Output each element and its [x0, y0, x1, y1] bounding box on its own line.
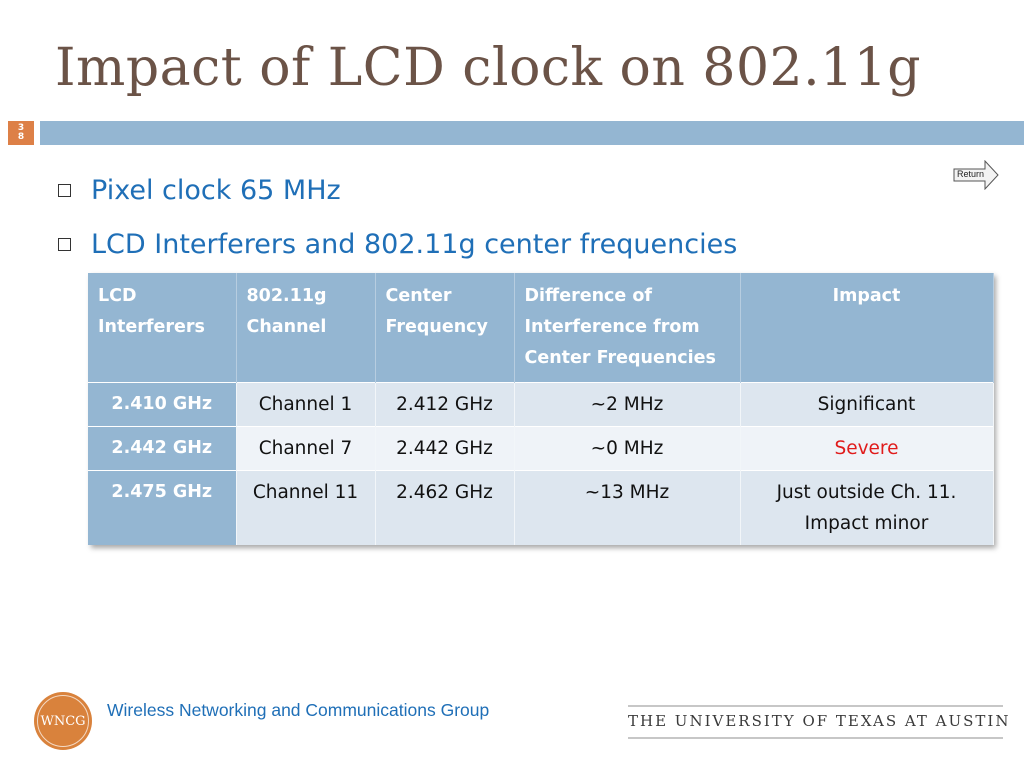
column-header: Impact: [740, 273, 994, 383]
row-header-cell: 2.475 GHz: [88, 470, 237, 545]
table-header-row: LCD Interferers 802.11g Channel Center F…: [88, 273, 994, 383]
return-button-label: Return: [957, 169, 985, 179]
slide-number-digit: 3: [17, 123, 25, 133]
footer-divider: [628, 737, 1003, 739]
slide-number: 3 8: [8, 121, 34, 145]
row-header-cell: 2.410 GHz: [88, 382, 237, 427]
university-name: THE UNIVERSITY OF TEXAS AT AUSTIN: [628, 712, 1011, 730]
interference-table: LCD Interferers 802.11g Channel Center F…: [88, 273, 994, 545]
bullet-text: Pixel clock 65 MHz: [91, 174, 341, 206]
bullet-list: Pixel clock 65 MHz LCD Interferers and 8…: [58, 163, 737, 271]
slide-number-digit: 8: [17, 132, 25, 142]
table-cell: Channel 7: [236, 426, 376, 471]
square-bullet-icon: [58, 183, 71, 197]
row-header-cell: 2.442 GHz: [88, 426, 237, 471]
arrow-right-icon: [953, 160, 999, 190]
footer-group-name: Wireless Networking and Communications G…: [107, 700, 490, 720]
table-row: 2.410 GHz Channel 1 2.412 GHz ~2 MHz Sig…: [88, 382, 994, 427]
return-button[interactable]: Return: [953, 160, 999, 190]
table-cell: Just outside Ch. 11. Impact minor: [740, 470, 994, 545]
square-bullet-icon: [58, 237, 71, 251]
table-cell: ~0 MHz: [514, 426, 741, 471]
impact-severe-cell: Severe: [740, 426, 994, 471]
table-cell: Channel 1: [236, 382, 376, 427]
title-bar: [40, 121, 1024, 145]
column-header: Difference of Interference from Center F…: [514, 273, 741, 383]
table-row: 2.442 GHz Channel 7 2.442 GHz ~0 MHz Sev…: [88, 426, 994, 471]
table-cell: 2.412 GHz: [375, 382, 515, 427]
bullet-text: LCD Interferers and 802.11g center frequ…: [91, 228, 738, 260]
table-row: 2.475 GHz Channel 11 2.462 GHz ~13 MHz J…: [88, 470, 994, 545]
table-cell: 2.442 GHz: [375, 426, 515, 471]
logo-text: WNCG: [40, 713, 86, 729]
wncg-logo: WNCG: [34, 692, 92, 750]
column-header: Center Frequency: [375, 273, 515, 383]
table-cell: ~2 MHz: [514, 382, 741, 427]
column-header: LCD Interferers: [88, 273, 237, 383]
footer-divider: [628, 705, 1003, 707]
table-cell: ~13 MHz: [514, 470, 741, 545]
bullet-item: LCD Interferers and 802.11g center frequ…: [58, 217, 737, 271]
table-cell: Channel 11: [236, 470, 376, 545]
slide-title: Impact of LCD clock on 802.11g: [55, 38, 922, 98]
column-header: 802.11g Channel: [236, 273, 376, 383]
bullet-item: Pixel clock 65 MHz: [58, 163, 737, 217]
table-cell: Significant: [740, 382, 994, 427]
table-cell: 2.462 GHz: [375, 470, 515, 545]
